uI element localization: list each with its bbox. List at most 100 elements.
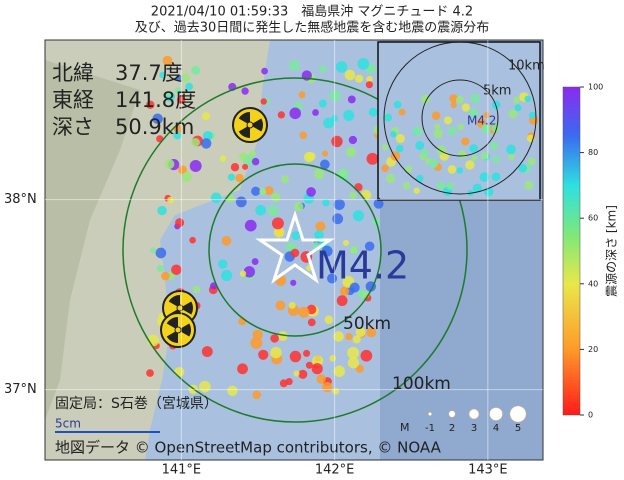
- epicenter-dot: [290, 279, 297, 286]
- y-tick-label: 37°N: [4, 382, 37, 397]
- epicenter-dot: [333, 365, 345, 377]
- mountains: [45, 60, 140, 420]
- epicenter-dot: [333, 198, 345, 211]
- trefoil: [238, 112, 250, 125]
- epicenter-dot: [199, 380, 211, 393]
- epicenter-dot: [316, 374, 326, 384]
- epicenter-dot: [267, 205, 279, 217]
- station: 固定局：S石巻（宮城県）: [55, 396, 218, 412]
- trefoil: [168, 295, 180, 308]
- inset-dot: [402, 181, 411, 190]
- epicenter-dot: [221, 235, 232, 246]
- magnitude-legend-circle: [509, 405, 527, 423]
- magnitude-legend-circle: [488, 406, 504, 422]
- inset-rings: [378, 42, 540, 200]
- epicenter-dot: [331, 135, 343, 148]
- epicenter-dot: [164, 159, 175, 169]
- epicenter-dot: [241, 87, 249, 95]
- inset-dot: [492, 155, 501, 164]
- epicenter-dot: [347, 357, 360, 369]
- epicenter-dot: [366, 152, 379, 165]
- inset: 10km 5km M4.2: [377, 41, 545, 201]
- magnitude-label: M4.2: [316, 244, 409, 288]
- epicenter-dot: [364, 241, 375, 252]
- epicenter-dot: [357, 58, 370, 70]
- inset-dot: [506, 144, 516, 155]
- epicenter-dot: [344, 69, 356, 81]
- epicenter-dot: [159, 71, 166, 79]
- epicenter-dot: [260, 98, 267, 105]
- epicenter-dot: [157, 205, 167, 216]
- inset-dot: [461, 103, 470, 112]
- epicenter-dot: [312, 355, 324, 367]
- epicenter-dot: [192, 285, 201, 294]
- scale-label: 5cm: [55, 417, 81, 431]
- inset-dot: [436, 181, 446, 190]
- rings: [122, 77, 468, 423]
- inset-dot: [457, 123, 465, 131]
- epicenter-dot: [294, 201, 304, 212]
- epicenter-dot: [335, 61, 348, 73]
- inset-dot: [472, 183, 483, 193]
- epicenter-dot: [319, 159, 330, 170]
- epicenter-dot: [360, 349, 373, 362]
- inset-dot: [489, 141, 499, 151]
- inset-dot: [390, 131, 397, 138]
- epicenter-dot: [174, 366, 185, 378]
- inset-dot: [395, 144, 404, 153]
- magnitude-legend-label: 4: [493, 423, 499, 434]
- epicenter-dot: [342, 239, 350, 246]
- epicenter-dot: [313, 168, 325, 180]
- inset-dot: [528, 111, 536, 119]
- epicenter-dot: [175, 218, 185, 228]
- trefoil-center: [246, 121, 254, 129]
- epicenter-dot: [161, 271, 170, 281]
- inset-dot: [420, 94, 431, 104]
- epicenter-dot: [201, 138, 212, 149]
- colorbar-tick-label: 20: [588, 345, 598, 354]
- epicenter-dot: [354, 183, 363, 192]
- inset-dot: [447, 126, 458, 136]
- inset-dot: [381, 164, 389, 173]
- epicenter-dot: [150, 247, 157, 254]
- epicenter-dot: [155, 247, 167, 259]
- colorbar-label: 震源の深さ [km]: [605, 205, 619, 297]
- magnitude-legend-circle: [468, 408, 480, 420]
- epicenter-dot: [261, 67, 268, 75]
- epicenter-dot: [298, 306, 310, 318]
- epicenter-dot: [288, 59, 300, 71]
- epicenter-dot: [277, 111, 285, 119]
- ring-label: 100km: [392, 374, 451, 394]
- epicenter-dot: [239, 270, 247, 277]
- magnitude-legend-label: 5: [515, 423, 521, 434]
- inset-magnitude: M4.2: [467, 114, 496, 128]
- epicenter-dot: [255, 204, 266, 216]
- epicenter-dot: [270, 334, 279, 343]
- epicenter-dot: [312, 109, 319, 116]
- epicenter-dot: [250, 337, 263, 349]
- epicenter-dot: [349, 282, 360, 293]
- epicenter-dot: [290, 248, 300, 258]
- trefoil: [166, 317, 178, 330]
- y-tick-label: 38°N: [4, 192, 37, 207]
- epicenter-dot: [202, 112, 211, 121]
- epicenter-dot: [156, 264, 165, 273]
- epicenter-dot: [271, 217, 284, 230]
- inset-dot: [393, 100, 402, 109]
- epicenter-dot: [189, 160, 202, 172]
- inset-dot: [433, 128, 443, 139]
- inset-dot: [398, 108, 406, 116]
- epicenter-dot: [279, 379, 288, 388]
- epicenter-dot: [258, 349, 269, 360]
- inset-dot: [512, 96, 521, 104]
- inset-dot: [491, 172, 501, 182]
- inset-dot: [471, 154, 478, 162]
- magnitude-legend-circle: [427, 411, 433, 417]
- epicenter-dot: [273, 227, 285, 238]
- epicenter-dot: [322, 381, 333, 393]
- epicenter-dot: [288, 301, 296, 309]
- inset-dot: [456, 167, 463, 174]
- epicenter-dot: [348, 135, 358, 145]
- epicenter-dot: [366, 75, 373, 83]
